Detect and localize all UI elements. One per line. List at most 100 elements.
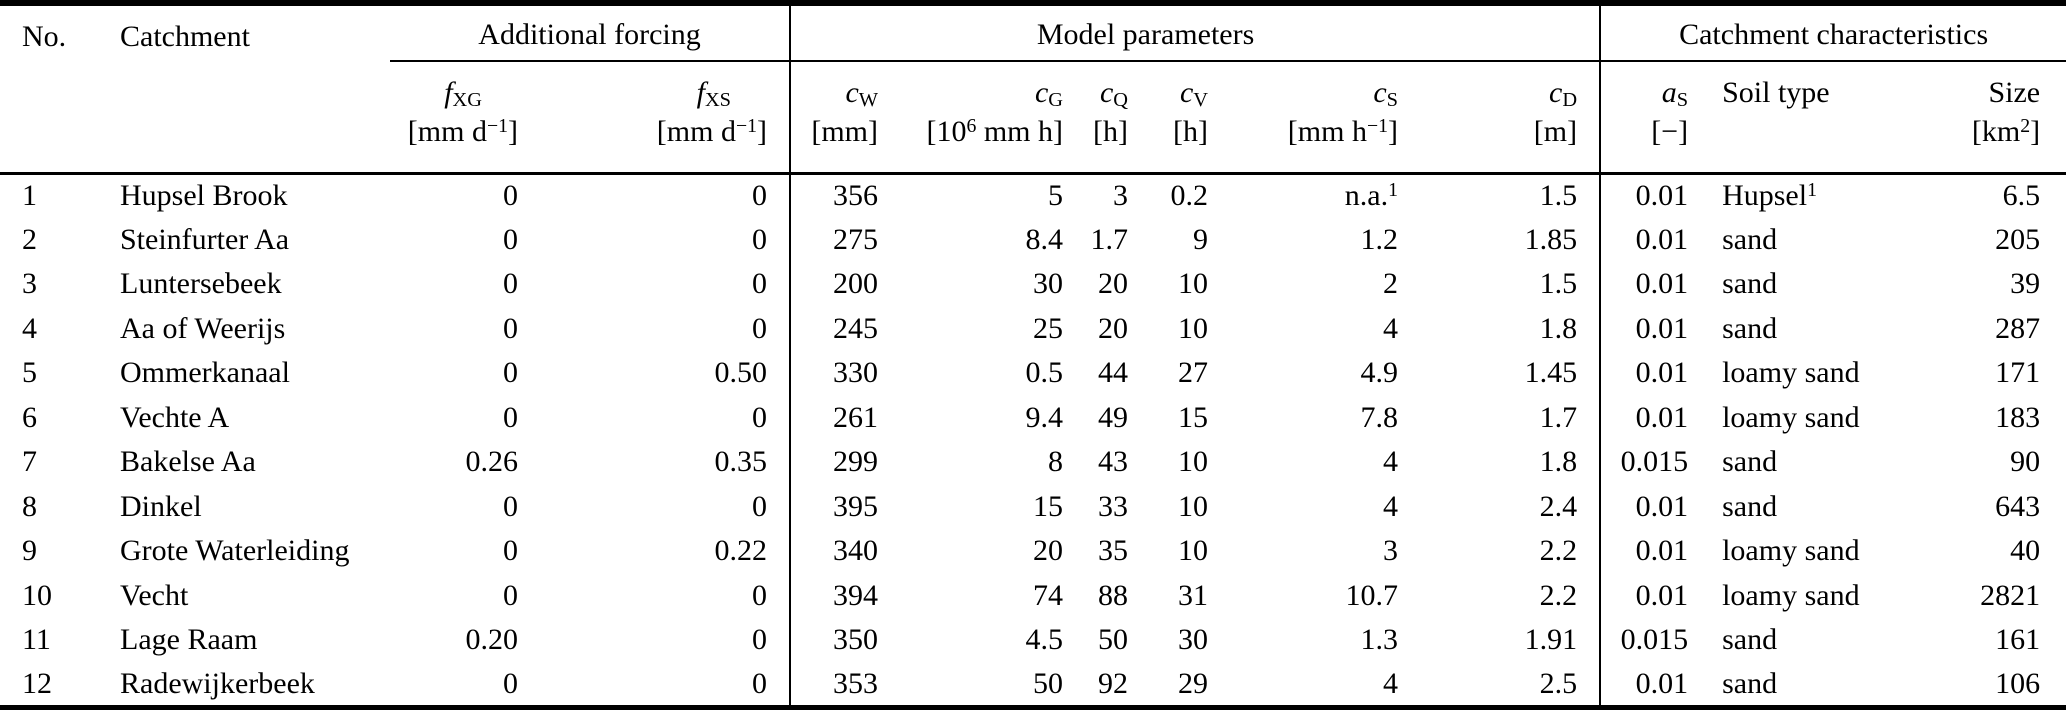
table-header: No. Catchment Additional forcing Model p… [0,3,2066,175]
column-header-cw: cW [mm] [790,61,901,175]
cell-size: 106 [1995,666,2041,700]
cell-fxg: 0 [503,179,518,212]
cell-cq: 20 [1098,267,1129,301]
table-row: 3 Luntersebeek 0 0 200 30 20 10 2 1.5 0.01 sand 39 [0,262,2066,307]
cell-name: Bakelse Aa [120,445,256,479]
cell-no: 10 [22,578,52,612]
column-header-cs: cS [mm h−1] [1230,61,1421,175]
cell-cg: 74 [1033,578,1064,612]
cell-fxg: 0 [503,400,518,434]
cell-size: 205 [1995,222,2041,256]
column-header-fxg: fXG [mm d−1] [390,61,540,175]
cell-as: 0.01 [1635,267,1689,301]
column-header-soil-type: Soil type [1710,61,1931,175]
table-row: 7 Bakelse Aa 0.26 0.35 299 8 43 10 4 1.8 0.015 sand… [0,440,2066,485]
cell-fxg: 0 [503,356,518,390]
cell-as: 0.015 [1620,445,1689,479]
cell-cq: 1.7 [1090,222,1129,256]
cell-cv: 10 [1178,445,1209,479]
cell-cw: 340 [833,534,879,568]
cell-cv: 29 [1178,666,1209,700]
cell-cq: 3 [1113,179,1129,212]
cell-cd: 1.8 [1420,306,1602,351]
cell-cd: 1.91 [1420,618,1602,663]
cell-cg: 0.5 [1025,356,1064,390]
cv-symbol: cV [1179,76,1209,112]
cq-unit: [h] [1093,115,1129,148]
cell-no: 11 [22,623,51,657]
cell-no: 5 [22,356,37,390]
cell-fxg: 0 [503,489,518,523]
cell-fxs: 0 [540,173,792,218]
cell-cv: 9 [1193,222,1209,256]
cell-size: 287 [1995,311,2041,345]
cell-name: Ommerkanaal [120,356,290,390]
cell-no: 3 [22,267,37,301]
cell-cw: 356 [833,179,879,212]
cell-fxg: 0 [503,534,518,568]
cell-soil: sand [1722,222,1778,256]
cell-cv: 31 [1178,578,1209,612]
cell-cq: 88 [1098,578,1129,612]
cell-as: 0.01 [1635,400,1689,434]
cell-no: 7 [22,445,37,479]
cell-cw: 299 [833,445,879,479]
table-row: 8 Dinkel 0 0 395 15 33 10 4 2.4 0.01 sand 643 [0,484,2066,529]
column-header-as: aS [−] [1600,61,1711,175]
cell-no: 8 [22,489,37,523]
cell-cv: 10 [1178,311,1209,345]
column-header-cg: cG [106 mm h] [900,61,1086,175]
cell-soil: loamy sand [1722,534,1860,568]
cell-cg: 9.4 [1025,400,1064,434]
group-header-row: No. Catchment Additional forcing Model p… [0,3,2066,175]
cq-symbol: cQ [1099,76,1129,112]
soil-type-label: Soil type [1722,76,1830,109]
cell-cg: 20 [1033,534,1064,568]
cell-cw: 353 [833,666,879,700]
cell-fxs: 0.35 [540,440,792,485]
cell-soil: sand [1722,311,1778,345]
cell-cs: 4 [1383,666,1399,700]
cd-symbol: cD [1549,76,1578,112]
cell-cv: 30 [1178,623,1209,657]
cell-fxs: 0 [540,395,792,440]
cell-name: Radewijkerbeek [120,666,315,700]
cell-as: 0.01 [1635,534,1689,568]
fxg-unit: [mm d−1] [407,115,518,148]
table-row: 1 Hupsel Brook 0 0 356 5 3 0.2 n.a.1 1.5 0.01 Hupse… [0,173,2066,218]
cell-cd: 2.4 [1420,484,1602,529]
fxs-symbol: fXS [696,76,732,112]
fxs-unit: [mm d−1] [656,115,768,148]
cell-cw: 350 [833,623,879,657]
cell-cw: 394 [833,578,879,612]
cell-fxg: 0.20 [465,623,519,657]
column-header-no: No. [0,3,90,175]
column-header-cv: cV [h] [1150,61,1231,175]
cell-size: 161 [1995,623,2041,657]
cell-cd: 1.5 [1420,173,1602,218]
cell-name: Dinkel [120,489,202,523]
cell-fxg: 0 [503,666,518,700]
table-row: 2 Steinfurter Aa 0 0 275 8.4 1.7 9 1.2 1.85 0.01 sa… [0,217,2066,262]
column-header-cd: cD [m] [1420,61,1602,175]
cs-symbol: cS [1373,76,1399,112]
as-symbol: aS [1661,76,1689,112]
cell-soil: sand [1722,623,1778,657]
column-header-fxs: fXS [mm d−1] [540,61,792,175]
cell-cq: 92 [1098,666,1129,700]
cell-cs: 1.2 [1360,222,1399,256]
symbol-unit-header-row: fXG [mm d−1] fXS [mm d−1] cW [mm] cG [10… [0,61,2066,175]
cell-cg: 5 [1048,179,1064,212]
cell-soil: loamy sand [1722,400,1860,434]
size-label: Size [1988,76,2041,109]
cell-name: Vechte A [120,400,230,434]
cell-name: Aa of Weerijs [120,311,286,345]
cell-name: Steinfurter Aa [120,222,290,256]
cell-name: Vecht [120,578,189,612]
cell-cs: n.a.1 [1344,179,1399,212]
cell-soil: loamy sand [1722,356,1860,390]
cell-cs: 2 [1383,267,1399,301]
cell-name: Lage Raam [120,623,258,657]
cell-cd: 1.8 [1420,440,1602,485]
cell-name: Grote Waterleiding [120,534,350,568]
